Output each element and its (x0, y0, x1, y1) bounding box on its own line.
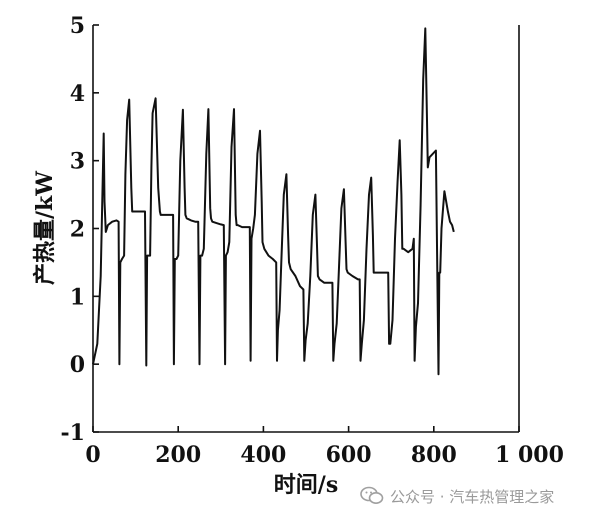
plot-frame (92, 25, 520, 433)
y-tick-label: 5 (70, 13, 85, 39)
watermark: 公众号 · 汽车热管理之家 (360, 482, 554, 510)
y-tick-label: 0 (70, 352, 85, 378)
x-tick-label: 400 (240, 442, 286, 468)
y-tick-label: 3 (70, 149, 85, 175)
y-ticks: -1 0 1 2 3 4 5 (61, 13, 99, 446)
watermark-text: 公众号 · 汽车热管理之家 (390, 487, 555, 506)
y-tick-label: 1 (70, 284, 85, 310)
y-axis-title: 产热量/kW (32, 171, 58, 285)
wechat-icon (360, 486, 384, 504)
y-tick-label: 2 (70, 217, 85, 243)
x-ticks: 0 200 400 600 800 1 000 (85, 426, 564, 468)
x-tick-label: 200 (155, 442, 201, 468)
x-tick-label: 0 (85, 442, 100, 468)
x-tick-label: 800 (411, 442, 457, 468)
x-axis-title: 时间/s (274, 472, 338, 498)
y-tick-label: -1 (61, 420, 85, 446)
x-tick-label: 600 (326, 442, 372, 468)
y-tick-label: 4 (70, 81, 85, 107)
series-line (92, 27, 455, 376)
x-tick-label: 1 000 (495, 442, 564, 468)
